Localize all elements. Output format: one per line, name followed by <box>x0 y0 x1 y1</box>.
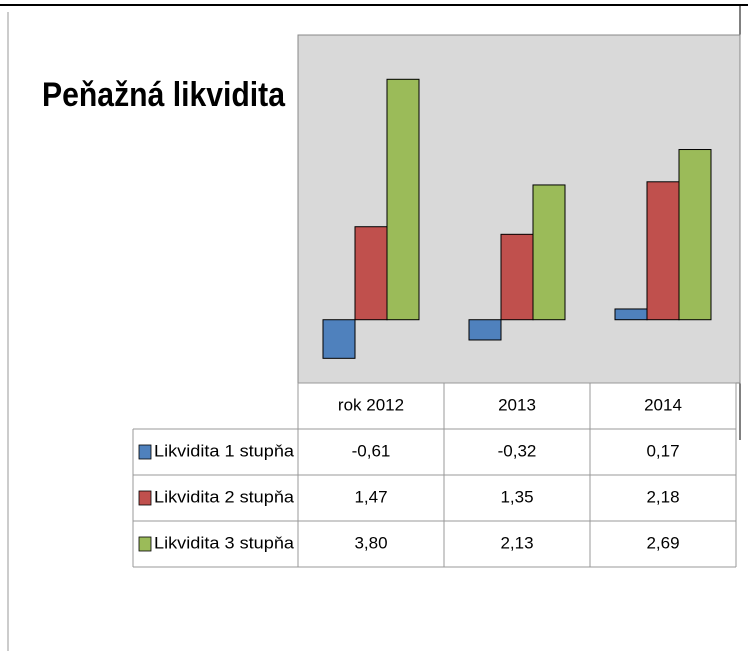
bar <box>532 184 566 321</box>
value-label: 2,18 <box>646 487 679 506</box>
bar <box>678 149 712 321</box>
legend-swatch <box>138 444 152 460</box>
value-label: -0,32 <box>498 441 537 460</box>
value-label: 0,17 <box>646 441 679 460</box>
legend-swatch <box>138 536 152 552</box>
bar <box>468 319 502 341</box>
chart-title: Peňažná likvidita <box>42 76 286 114</box>
legend-label: Likvidita 2 stupňa <box>154 487 295 506</box>
category-label: 2014 <box>644 395 682 414</box>
value-label: 1,35 <box>500 487 533 506</box>
category-label: rok 2012 <box>338 395 404 414</box>
value-label: 2,69 <box>646 533 679 552</box>
bar <box>354 226 388 321</box>
bar <box>500 233 534 321</box>
bar <box>386 78 420 321</box>
legend-label: Likvidita 3 stupňa <box>154 533 295 552</box>
value-label: 2,13 <box>500 533 533 552</box>
bar <box>614 308 648 321</box>
bar <box>646 181 680 321</box>
value-label: 1,47 <box>354 487 387 506</box>
value-label: -0,61 <box>352 441 391 460</box>
legend-label: Likvidita 1 stupňa <box>154 441 295 460</box>
value-label: 3,80 <box>354 533 387 552</box>
legend-swatch <box>138 490 152 506</box>
bar <box>322 319 356 359</box>
category-label: 2013 <box>498 395 536 414</box>
